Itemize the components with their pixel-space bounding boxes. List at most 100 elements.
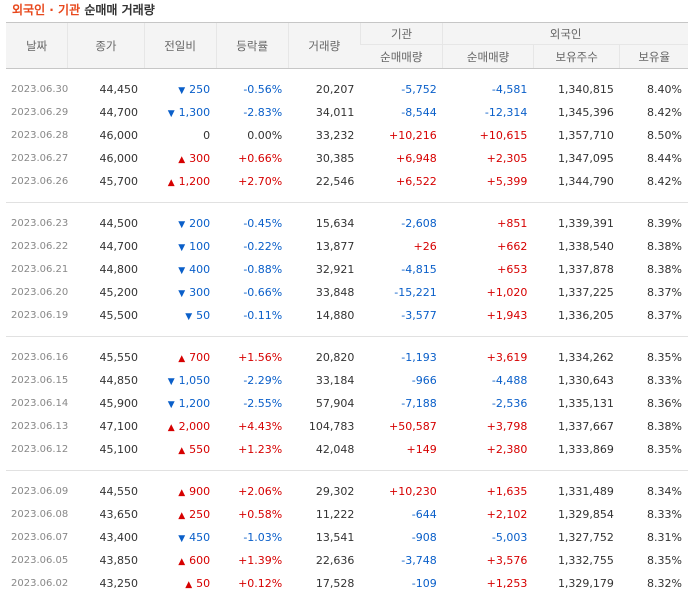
cell-close: 45,100 [68, 438, 144, 461]
cell-date: 2023.06.15 [6, 369, 68, 392]
cell-holding-ratio: 8.38% [620, 415, 688, 438]
cell-change: ▲600 [144, 549, 216, 572]
cell-close: 44,850 [68, 369, 144, 392]
cell-change: 0 [144, 124, 216, 147]
cell-close: 44,450 [68, 78, 144, 101]
cell-volume: 34,011 [288, 101, 360, 124]
cell-change: ▲50 [144, 572, 216, 595]
cell-rate: +1.23% [216, 438, 288, 461]
down-triangle-icon: ▼ [178, 289, 185, 299]
header-volume: 거래량 [288, 23, 360, 69]
cell-rate: +1.39% [216, 549, 288, 572]
cell-change: ▼1,200 [144, 392, 216, 415]
cell-rate: +2.06% [216, 480, 288, 503]
cell-institution-net: -5,752 [360, 78, 442, 101]
cell-change: ▼250 [144, 78, 216, 101]
cell-rate: +0.58% [216, 503, 288, 526]
cell-rate: -2.29% [216, 369, 288, 392]
cell-volume: 20,207 [288, 78, 360, 101]
change-value: 250 [189, 83, 210, 96]
cell-institution-net: -2,608 [360, 212, 442, 235]
cell-close: 45,500 [68, 304, 144, 327]
cell-holding-ratio: 8.36% [620, 392, 688, 415]
header-foreign-group: 외국인 [443, 23, 688, 45]
cell-institution-net: -4,815 [360, 258, 442, 281]
cell-holdings: 1,345,396 [533, 101, 620, 124]
cell-institution-net: +6,522 [360, 170, 442, 193]
cell-holding-ratio: 8.38% [620, 235, 688, 258]
header-close: 종가 [68, 23, 144, 69]
cell-close: 47,100 [68, 415, 144, 438]
cell-holdings: 1,327,752 [533, 526, 620, 549]
cell-holdings: 1,337,667 [533, 415, 620, 438]
cell-rate: +2.70% [216, 170, 288, 193]
header-institution-group: 기관 [360, 23, 442, 45]
cell-volume: 13,877 [288, 235, 360, 258]
cell-volume: 57,904 [288, 392, 360, 415]
cell-foreign-net: +2,380 [443, 438, 534, 461]
title-volume-label: 순매매 거래량 [84, 3, 154, 17]
change-value: 1,200 [179, 397, 211, 410]
cell-change: ▲700 [144, 346, 216, 369]
cell-institution-net: -3,748 [360, 549, 442, 572]
cell-foreign-net: +2,102 [443, 503, 534, 526]
header-foreign-net: 순매매량 [443, 45, 534, 69]
header-rate: 등락률 [216, 23, 288, 69]
cell-foreign-net: -4,581 [443, 78, 534, 101]
cell-foreign-net: +3,798 [443, 415, 534, 438]
cell-date: 2023.06.08 [6, 503, 68, 526]
cell-close: 45,200 [68, 281, 144, 304]
change-value: 100 [189, 240, 210, 253]
cell-date: 2023.06.19 [6, 304, 68, 327]
cell-holding-ratio: 8.40% [620, 78, 688, 101]
change-value: 50 [196, 309, 210, 322]
cell-close: 45,550 [68, 346, 144, 369]
cell-close: 44,700 [68, 101, 144, 124]
cell-rate: -0.22% [216, 235, 288, 258]
cell-change: ▲550 [144, 438, 216, 461]
trading-table: 날짜 종가 전일비 등락률 거래량 기관 외국인 순매매량 순매매량 보유주수 … [6, 22, 688, 604]
cell-holding-ratio: 8.44% [620, 147, 688, 170]
cell-date: 2023.06.14 [6, 392, 68, 415]
cell-holdings: 1,329,179 [533, 572, 620, 595]
cell-close: 46,000 [68, 124, 144, 147]
cell-institution-net: +149 [360, 438, 442, 461]
change-value: 450 [189, 531, 210, 544]
cell-foreign-net: +10,615 [443, 124, 534, 147]
cell-close: 44,700 [68, 235, 144, 258]
cell-date: 2023.06.20 [6, 281, 68, 304]
cell-change: ▲2,000 [144, 415, 216, 438]
cell-volume: 32,921 [288, 258, 360, 281]
cell-holding-ratio: 8.35% [620, 346, 688, 369]
cell-institution-net: -7,188 [360, 392, 442, 415]
cell-holdings: 1,332,755 [533, 549, 620, 572]
change-value: 0 [203, 129, 210, 142]
cell-holdings: 1,337,878 [533, 258, 620, 281]
cell-holding-ratio: 8.32% [620, 572, 688, 595]
change-value: 1,200 [179, 175, 211, 188]
change-value: 50 [196, 577, 210, 590]
cell-rate: 0.00% [216, 124, 288, 147]
cell-rate: -0.88% [216, 258, 288, 281]
header-change: 전일비 [144, 23, 216, 69]
down-triangle-icon: ▼ [168, 377, 175, 387]
group-spacer [6, 337, 688, 346]
cell-rate: -1.03% [216, 526, 288, 549]
group-spacer [6, 203, 688, 212]
cell-close: 46,000 [68, 147, 144, 170]
header-holdings: 보유주수 [533, 45, 620, 69]
cell-holdings: 1,336,205 [533, 304, 620, 327]
section-title: 외국인 · 기관 순매매 거래량 [0, 0, 690, 22]
cell-date: 2023.06.07 [6, 526, 68, 549]
cell-date: 2023.06.22 [6, 235, 68, 258]
cell-date: 2023.06.09 [6, 480, 68, 503]
cell-date: 2023.06.23 [6, 212, 68, 235]
